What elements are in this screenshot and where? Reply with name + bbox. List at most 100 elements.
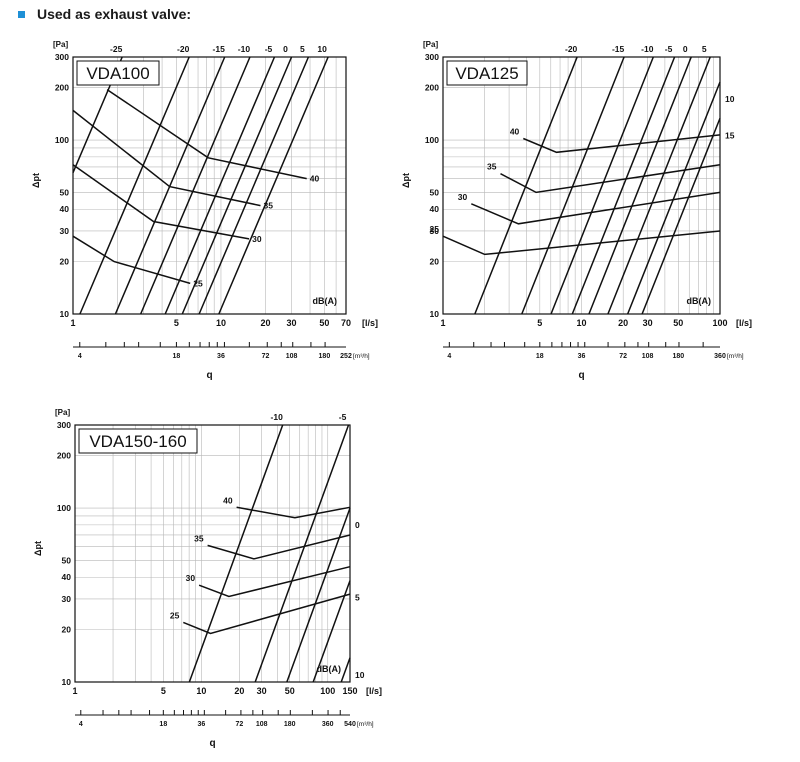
x-tick-label: 20 [618,318,628,328]
characteristic-label: 0 [355,520,360,530]
m3h-tick-label: 180 [284,721,296,728]
sound-label: 25 [170,610,180,620]
x-unit: [l/s] [366,686,382,696]
x-tick-label: 1 [70,318,75,328]
sound-label: 30 [186,573,196,583]
characteristic-label: 5 [702,44,707,54]
x-axis-label: q [578,370,584,381]
characteristic-line [181,56,293,315]
characteristic-line [626,81,721,315]
y-tick-label: 30 [62,594,72,604]
characteristic-lines [474,56,721,315]
m3h-tick-label: 36 [578,353,586,360]
m3h-unit: [m³/h] [727,353,744,360]
characteristic-label: -20 [565,44,578,54]
sound-curve-40 [106,88,307,180]
y-tick-label: 40 [62,572,72,582]
y-tick-label: 300 [425,52,439,62]
characteristic-label: -10 [271,412,284,422]
y-tick-label: 30 [60,226,70,236]
x-tick-label: 100 [712,318,727,328]
characteristic-line [79,56,190,315]
y-tick-label: 100 [55,135,69,145]
characteristic-label: 10 [355,670,365,680]
x-tick-label: 10 [216,318,226,328]
y-unit: [Pa] [423,40,438,49]
y-tick-label: 50 [430,187,440,197]
sound-label: 25 [193,278,203,288]
sound-curve-40 [236,506,351,519]
y-tick-label: 100 [425,135,439,145]
grid [73,57,346,314]
m3h-tick-label: 108 [286,353,298,360]
x-tick-label: 50 [285,686,295,696]
m3h-tick-label: 72 [236,721,244,728]
x-tick-label: 20 [260,318,270,328]
plot-frame [74,424,351,683]
y-tick-label: 10 [430,309,440,319]
characteristic-label: -15 [213,44,226,54]
dba-label: dB(A) [687,296,712,306]
x-tick-label: 150 [342,686,357,696]
m3h-tick-label: 18 [159,721,167,728]
sound-label: 40 [310,174,320,184]
sound-label: 25 [430,224,440,234]
characteristic-line [286,507,351,683]
grid [75,425,350,682]
y-tick-label: 20 [430,257,440,267]
plot-frame [442,56,721,315]
y-unit: [Pa] [53,40,68,49]
sound-curve-35 [207,534,351,560]
x-tick-label: 30 [643,318,653,328]
m3h-tick-label: 252 [340,353,352,360]
characteristic-line [312,580,351,683]
characteristic-line [550,56,655,315]
title-box [76,60,160,86]
characteristic-line [474,56,578,315]
section-heading: Used as exhaust valve: [18,4,191,24]
m3h-tick-label: 540 [344,721,356,728]
characteristic-label: 5 [300,44,305,54]
chart-title: VDA150-160 [89,432,186,451]
chart-title: VDA125 [455,64,518,83]
dba-label: dB(A) [317,664,342,674]
x-axis-label: q [209,738,215,749]
x-tick-label: 1 [440,318,445,328]
heading-bullet-icon [18,10,25,18]
title-box [78,428,198,454]
m3h-tick-label: 360 [714,353,726,360]
x-unit: [l/s] [362,318,378,328]
characteristic-label: -5 [265,44,273,54]
characteristic-line [218,56,329,315]
characteristic-line [340,657,351,683]
sound-curve-35 [72,109,261,207]
m3h-tick-label: 72 [262,353,270,360]
characteristic-label: -15 [612,44,625,54]
sound-curve-25 [72,235,191,285]
y-tick-label: 10 [60,309,70,319]
characteristic-lines [72,56,329,315]
sound-curves [72,88,307,285]
sound-curve-25 [183,593,351,635]
m3h-tick-label: 36 [197,721,205,728]
m3h-tick-label: 108 [642,353,654,360]
x-tick-label: 50 [319,318,329,328]
characteristic-label: 0 [283,44,288,54]
x-tick-label: 10 [576,318,586,328]
y-tick-label: 50 [62,555,72,565]
y-tick-label: 100 [57,503,71,513]
heading-text: Used as exhaust valve: [37,6,192,22]
sound-curve-30 [72,164,250,240]
x-tick-label: 5 [537,318,542,328]
m3h-tick-label: 180 [319,353,331,360]
y-tick-label: 40 [430,204,440,214]
m3h-tick-label: 180 [672,353,684,360]
x-tick-label: 50 [673,318,683,328]
y-tick-label: 20 [60,257,70,267]
chart-vda100: -25 -20 -15 -10 -5 0 5 10 25 30 35 40 VDA100 dB(A) [Pa… [31,40,378,381]
m3h-unit: [m³/h] [357,721,374,728]
characteristic-line [198,56,310,315]
characteristic-label: -20 [177,44,190,54]
y-tick-label: 200 [425,83,439,93]
